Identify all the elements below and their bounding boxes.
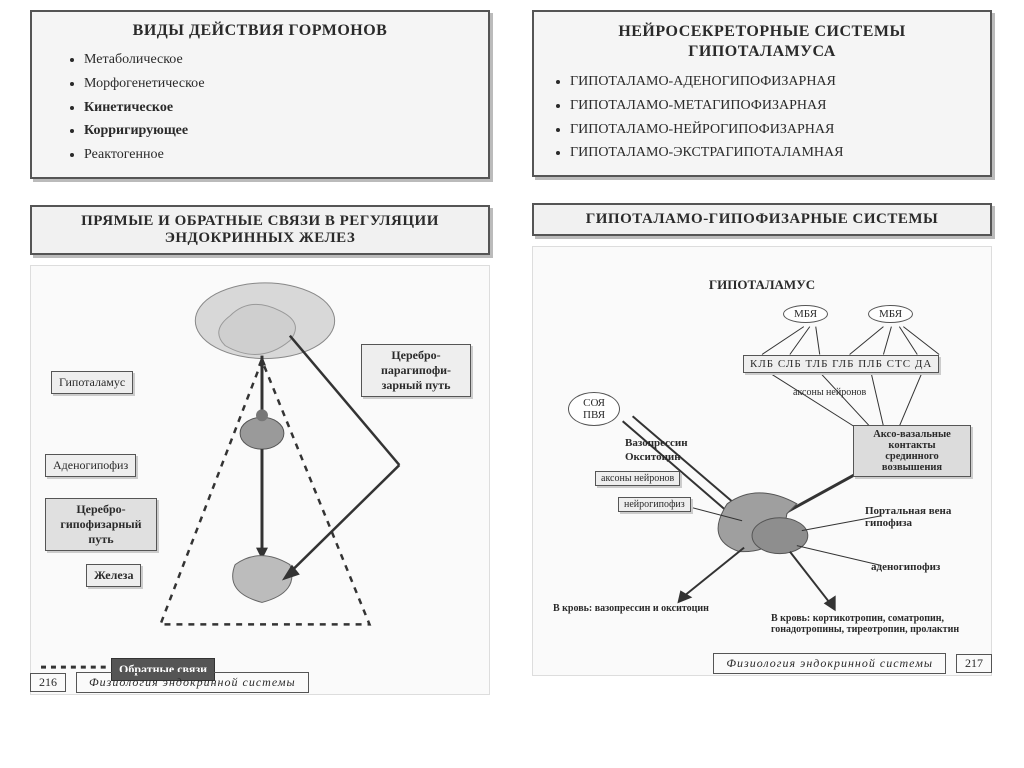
lbl-axo-vasal: Аксо-вазальные контакты срединного возвы… (853, 425, 971, 477)
hypo-pituitary-subhead: ГИПОТАЛАМО-ГИПОФИЗАРНЫЕ СИСТЕМЫ (532, 203, 992, 236)
lbl-axons-2: аксоны нейронов (595, 471, 680, 486)
feedback-diagram: Гипоталамус Церебро-парагипофи-зарный пу… (30, 265, 490, 695)
hormone-action-list: Метаболическое Морфогенетическое Кинетич… (84, 48, 474, 167)
list-item: ГИПОТАЛАМО-МЕТАГИПОФИЗАРНАЯ (570, 94, 976, 118)
footer-left: 216 Физиология эндокринной системы (30, 672, 309, 693)
lbl-axons-1: аксоны нейронов (793, 387, 866, 398)
hormone-action-box: ВИДЫ ДЕЙСТВИЯ ГОРМОНОВ Метаболическое Мо… (30, 10, 490, 179)
page-right: НЕЙРОСЕКРЕТОРНЫЕ СИСТЕМЫ ГИПОТАЛАМУСА ГИ… (532, 10, 992, 676)
lbl-cerebro-para: Церебро-парагипофи-зарный путь (361, 344, 471, 397)
lbl-adeno: аденогипофиз (871, 561, 940, 573)
oval-soa-pva: СОЯ ПВЯ (568, 392, 620, 426)
list-item: Кинетическое (84, 96, 474, 120)
list-item: ГИПОТАЛАМО-НЕЙРОГИПОФИЗАРНАЯ (570, 118, 976, 142)
page-number: 217 (956, 654, 992, 673)
lbl-portal: Портальная вена гипофиза (865, 505, 975, 529)
page-left: ВИДЫ ДЕЙСТВИЯ ГОРМОНОВ Метаболическое Мо… (30, 10, 490, 695)
list-item: Корригирующее (84, 119, 474, 143)
page-number: 216 (30, 673, 66, 692)
footer-right: Физиология эндокринной системы 217 (713, 653, 992, 674)
diagram-svg (31, 266, 489, 694)
hypo-pituitary-diagram: ГИПОТАЛАМУС МБЯ МБЯ КЛБ СЛБ ТЛБ ГЛБ ПЛБ … (532, 246, 992, 676)
lbl-blood-1: В кровь: вазопрессин и окситоцин (553, 603, 709, 614)
neurosecretory-box: НЕЙРОСЕКРЕТОРНЫЕ СИСТЕМЫ ГИПОТАЛАМУСА ГИ… (532, 10, 992, 177)
neurosecretory-list: ГИПОТАЛАМО-АДЕНОГИПОФИЗАРНАЯ ГИПОТАЛАМО-… (570, 70, 976, 165)
footer-title: Физиология эндокринной системы (713, 653, 946, 674)
lbl-hypothalamus: Гипоталамус (51, 371, 133, 394)
lbl-cerebro-hypo: Церебро-гипофизарный путь (45, 498, 157, 551)
feedback-subhead: ПРЯМЫЕ И ОБРАТНЫЕ СВЯЗИ В РЕГУЛЯЦИИ ЭНДО… (30, 205, 490, 255)
list-item: Морфогенетическое (84, 72, 474, 96)
bar-abbrev: КЛБ СЛБ ТЛБ ГЛБ ПЛБ СТС ДА (743, 355, 939, 373)
oval-mby-1: МБЯ (783, 305, 828, 323)
box-title: НЕЙРОСЕКРЕТОРНЫЕ СИСТЕМЫ ГИПОТАЛАМУСА (548, 22, 976, 62)
footer-title: Физиология эндокринной системы (76, 672, 309, 693)
lbl-gland: Железа (86, 564, 141, 587)
lbl-adeno: Аденогипофиз (45, 454, 136, 477)
list-item: Реактогенное (84, 143, 474, 167)
lbl-oxytocin: Окситоцин (625, 451, 681, 463)
list-item: Метаболическое (84, 48, 474, 72)
lbl-vasopressin: Вазопрессин (625, 437, 688, 449)
lbl-hypothalamus: ГИПОТАЛАМУС (533, 277, 991, 293)
lbl-blood-2: В кровь: кортикотропин, соматропин, гона… (771, 613, 981, 635)
lbl-neurohypo: нейрогипофиз (618, 497, 691, 512)
list-item: ГИПОТАЛАМО-АДЕНОГИПОФИЗАРНАЯ (570, 70, 976, 94)
oval-mby-2: МБЯ (868, 305, 913, 323)
box-title: ВИДЫ ДЕЙСТВИЯ ГОРМОНОВ (46, 22, 474, 40)
list-item: ГИПОТАЛАМО-ЭКСТРАГИПОТАЛАМНАЯ (570, 141, 976, 165)
